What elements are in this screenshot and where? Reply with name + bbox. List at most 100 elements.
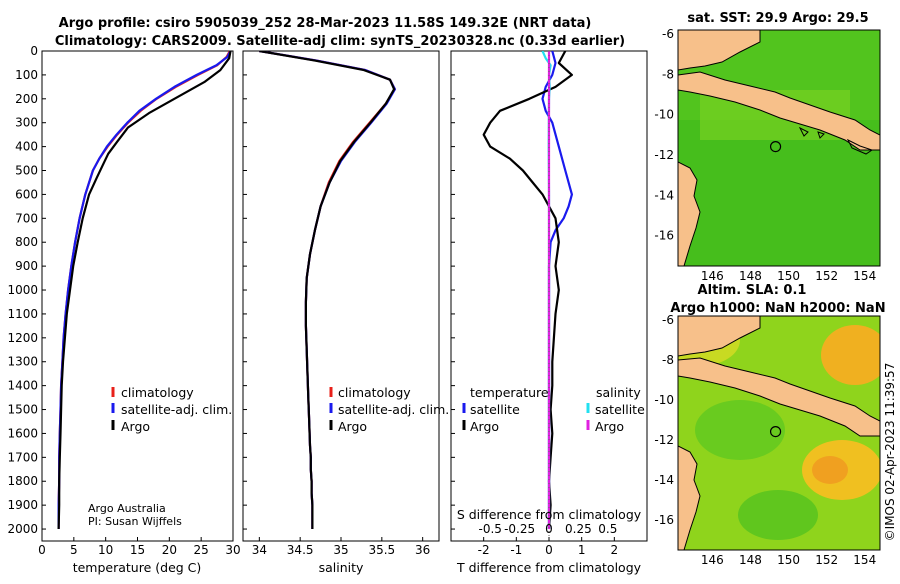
map-y-tick-label: -6 [662, 27, 674, 41]
imos-credit: ©IMOS 02-Apr-2023 11:39:57 [883, 363, 897, 542]
island-outline [798, 126, 825, 139]
temperature-legend: climatology satellite-adj. clim. Argo [111, 385, 232, 434]
x-tick-label: 34.5 [287, 543, 314, 557]
x-tick-label: 30 [225, 543, 240, 557]
y-tick-label: 400 [15, 140, 38, 154]
reef-outline [846, 138, 874, 155]
sla-map-title: Altim. SLA: 0.1 [698, 283, 807, 298]
land-cape-york [678, 445, 701, 550]
argo-position-marker [769, 140, 782, 153]
legend-label-climatology: climatology [338, 385, 411, 400]
legend-label-satellite-adj: satellite-adj. clim. [338, 402, 449, 417]
map-y-tick-label: -14 [654, 188, 674, 202]
temperature-axes [41, 50, 234, 542]
salinity-axes [242, 50, 440, 542]
map-x-tick-label: 154 [853, 269, 876, 283]
land-papuan-peninsula [678, 357, 880, 437]
y-tick-label: 1400 [7, 379, 38, 393]
legend-label-satellite-adj: satellite-adj. clim. [121, 402, 232, 417]
legend-label-s-satellite: satellite [595, 402, 645, 417]
y-tick-label: 300 [15, 116, 38, 130]
legend-title-temperature: temperature [470, 385, 549, 400]
y-tick-label: 1100 [7, 307, 38, 321]
land-new-guinea [678, 316, 761, 357]
sla-high-northeast [821, 325, 880, 385]
map-y-tick-label: -10 [654, 108, 674, 122]
t-difference-xlabel: T difference from climatology [456, 560, 642, 575]
y-tick-label: 900 [15, 259, 38, 273]
x-tick-label: 25 [194, 543, 209, 557]
legend-label-argo: Argo [338, 419, 367, 434]
sla-low [695, 400, 785, 460]
map-y-tick-label: -12 [654, 433, 674, 447]
x-tick-label: 35 [333, 543, 348, 557]
map-x-tick-label: 148 [739, 269, 762, 283]
map-y-tick-label: -8 [662, 67, 674, 81]
series-line-argo [259, 51, 396, 529]
legend-label-s-argo: Argo [595, 419, 624, 434]
sst-field-south [678, 120, 880, 266]
legend-label-t-argo: Argo [470, 419, 499, 434]
sla-map-subtitle: Argo h1000: NaN h2000: NaN [670, 301, 885, 316]
sla-map [678, 316, 880, 550]
series-line-argo [57, 51, 232, 530]
map-x-tick-label: 152 [815, 553, 838, 567]
salinity-legend: climatology satellite-adj. clim. Argo [329, 385, 449, 434]
y-tick-label: 600 [15, 187, 38, 201]
temperature-plot [57, 51, 232, 530]
map-x-tick-label: 150 [777, 553, 800, 567]
y-tick-label: 200 [15, 92, 38, 106]
secondary-x-tick-label: 0.5 [598, 522, 617, 536]
figure-subtitle: Climatology: CARS2009. Satellite-adj cli… [55, 34, 625, 49]
map-y-tick-label: -8 [662, 353, 674, 367]
sla-map-frame [677, 315, 881, 551]
difference-plot [482, 51, 574, 541]
map-y-tick-label: -12 [654, 148, 674, 162]
y-tick-label: 1500 [7, 403, 38, 417]
legend-label-climatology: climatology [121, 385, 194, 400]
legend-title-salinity: salinity [596, 385, 641, 400]
map-x-tick-label: 150 [777, 269, 800, 283]
sst-map-title: sat. SST: 29.9 Argo: 29.5 [687, 11, 868, 26]
x-tick-label: 35.5 [368, 543, 395, 557]
secondary-x-tick-label: 0.25 [565, 522, 592, 536]
salinity-plot [259, 51, 396, 529]
map-x-tick-label: 146 [701, 553, 724, 567]
credit-note-line2: PI: Susan Wijffels [88, 515, 182, 528]
y-tick-label: 1000 [7, 283, 38, 297]
y-tick-label: 2000 [7, 522, 38, 536]
x-tick-label: 36 [415, 543, 430, 557]
map-y-tick-label: -16 [654, 229, 674, 243]
y-tick-label: 1200 [7, 331, 38, 345]
map-y-tick-label: -10 [654, 393, 674, 407]
x-tick-label: 0 [545, 543, 553, 557]
land-papuan-peninsula [678, 71, 880, 151]
map-x-tick-label: 154 [853, 553, 876, 567]
y-tick-label: 500 [15, 164, 38, 178]
map-x-tick-label: 152 [815, 269, 838, 283]
x-tick-label: 15 [130, 543, 145, 557]
legend-label-argo: Argo [121, 419, 150, 434]
sla-low-south [738, 490, 818, 540]
map-y-tick-label: -6 [662, 313, 674, 327]
y-tick-label: 1700 [7, 450, 38, 464]
land-new-guinea [678, 30, 761, 71]
x-tick-label: 0 [38, 543, 46, 557]
y-tick-label: 700 [15, 211, 38, 225]
temperature-xlabel: temperature (deg C) [73, 560, 202, 575]
s-difference-xlabel: S difference from climatology [457, 507, 642, 522]
secondary-x-tick-label: -0.5 [478, 522, 501, 536]
map-y-tick-label: -14 [654, 473, 674, 487]
axis-ticks: 0 5 10 15 20 25 30 34 34.5 35 35.5 36 -2 -1 0 1 2-0.5 -0.… [7, 27, 876, 567]
y-tick-label: 1800 [7, 474, 38, 488]
map-x-tick-label: 146 [701, 269, 724, 283]
y-tick-label: 1300 [7, 355, 38, 369]
x-tick-label: 5 [70, 543, 78, 557]
x-tick-label: -1 [510, 543, 522, 557]
secondary-x-tick-label: -0.25 [504, 522, 535, 536]
y-tick-label: 0 [30, 44, 38, 58]
x-tick-label: 20 [162, 543, 177, 557]
x-tick-label: 2 [611, 543, 619, 557]
